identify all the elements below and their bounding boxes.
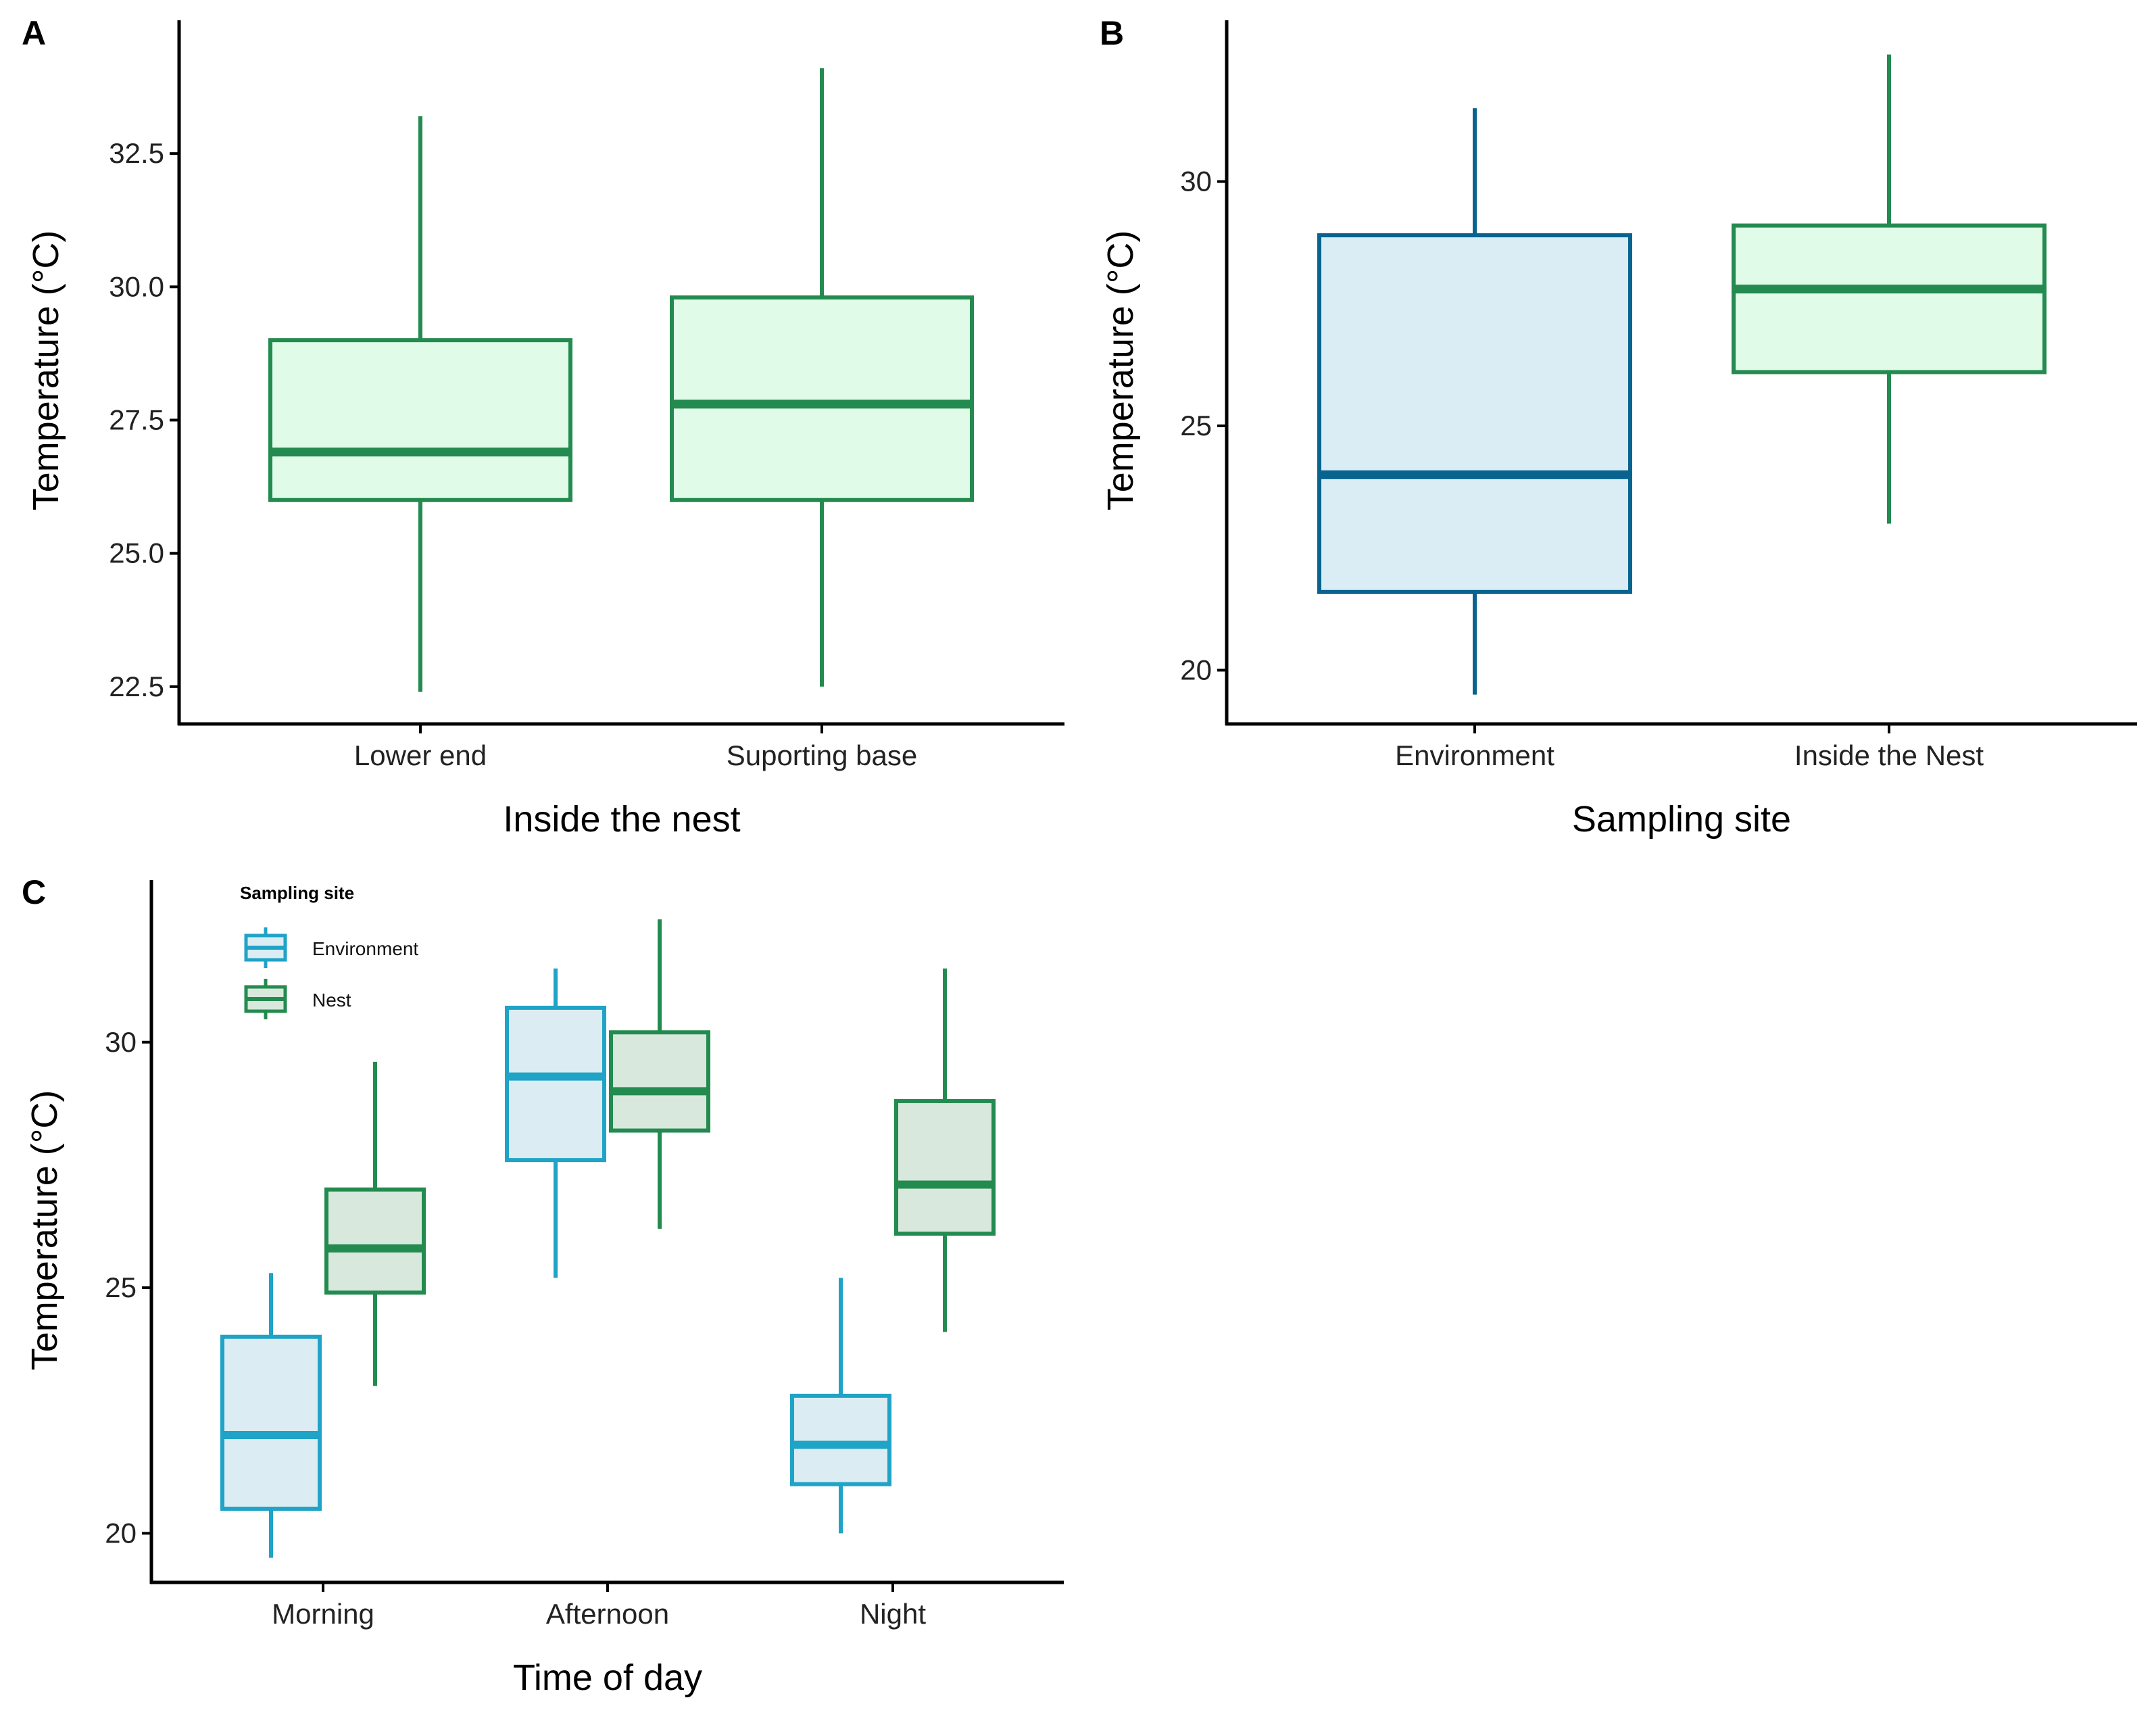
panel-b-letter: B [1100,14,1124,52]
panel-c-environment-morning-box [220,1334,322,1511]
panel-a-x-axis-title: Inside the nest [503,799,740,840]
panel-b-marks: 20 25 30 [1180,54,2047,733]
panel-a-y-axis-title: Temperature (°C) [26,230,66,511]
panel-c: C 20 25 30 Morning Afternoon Night Time of… [22,873,1064,1698]
panel-c-x-axis-title: Time of day [513,1657,702,1698]
legend-label-nest: Nest [312,990,351,1011]
panel-b-y-tick-label: 25 [1180,410,1212,441]
legend: Sampling site Environment Nest [240,883,418,1019]
panel-c-y-tick-label: 25 [105,1271,137,1303]
panel-a-y-tick-label: 27.5 [109,404,164,435]
panel-b-inside-the-nest-box [1732,223,2047,374]
panel-c-letter: C [22,873,46,911]
panel-b-x-tick-label: Inside the Nest [1794,739,1984,771]
panel-a-suporting-base-box [670,295,974,502]
legend-label-environment: Environment [312,938,418,959]
panel-c-nest-morning-box [324,1187,426,1295]
panel-c-environment-night-box [790,1393,891,1486]
legend-title: Sampling site [240,883,354,903]
panel-b: B 20 25 30 Environment Inside the Nest Sam… [1100,14,2137,840]
panel-a-x-tick-label: Lower end [354,739,487,771]
panel-c-nest-night-box [894,1098,996,1236]
panel-a-y-tick-label: 25.0 [109,537,164,569]
panel-c-y-tick-label: 30 [105,1026,137,1058]
panel-a-y-tick-label: 30.0 [109,270,164,302]
panel-c-nest-afternoon-box [609,1030,710,1133]
panel-b-x-axis-title: Sampling site [1572,799,1791,840]
panel-c-y-axis-title: Temperature (°C) [24,1090,65,1371]
panel-a-x-tick-label: Suporting base [727,739,918,771]
panel-c-x-tick-label: Afternoon [546,1598,669,1630]
panel-b-y-tick-label: 30 [1180,166,1212,197]
panel-a-y-tick-label: 32.5 [109,137,164,169]
panel-a-letter: A [22,14,46,52]
panel-b-y-axis-title: Temperature (°C) [1100,230,1141,511]
panel-a-y-tick-label: 22.5 [109,671,164,702]
panel-a-marks: 22.5 25.0 27.5 30.0 32.5 [109,68,974,733]
panel-c-x-tick-label: Night [860,1598,926,1630]
panel-c-y-tick-label: 20 [105,1517,137,1549]
panel-a: A 22.5 25.0 27.5 30.0 32.5 Lower end Suporti… [22,14,1064,840]
panel-a-lower-end-box [268,338,572,502]
panel-b-x-tick-label: Environment [1395,739,1554,771]
panel-c-environment-afternoon-box [505,1005,606,1163]
panel-b-y-tick-label: 20 [1180,654,1212,685]
panel-c-x-tick-label: Morning [272,1598,374,1630]
legend-key-environment [244,927,287,968]
panel-c-marks: 20 25 30 [105,919,996,1592]
legend-key-nest [244,979,287,1019]
panel-b-environment-box [1317,233,1632,594]
